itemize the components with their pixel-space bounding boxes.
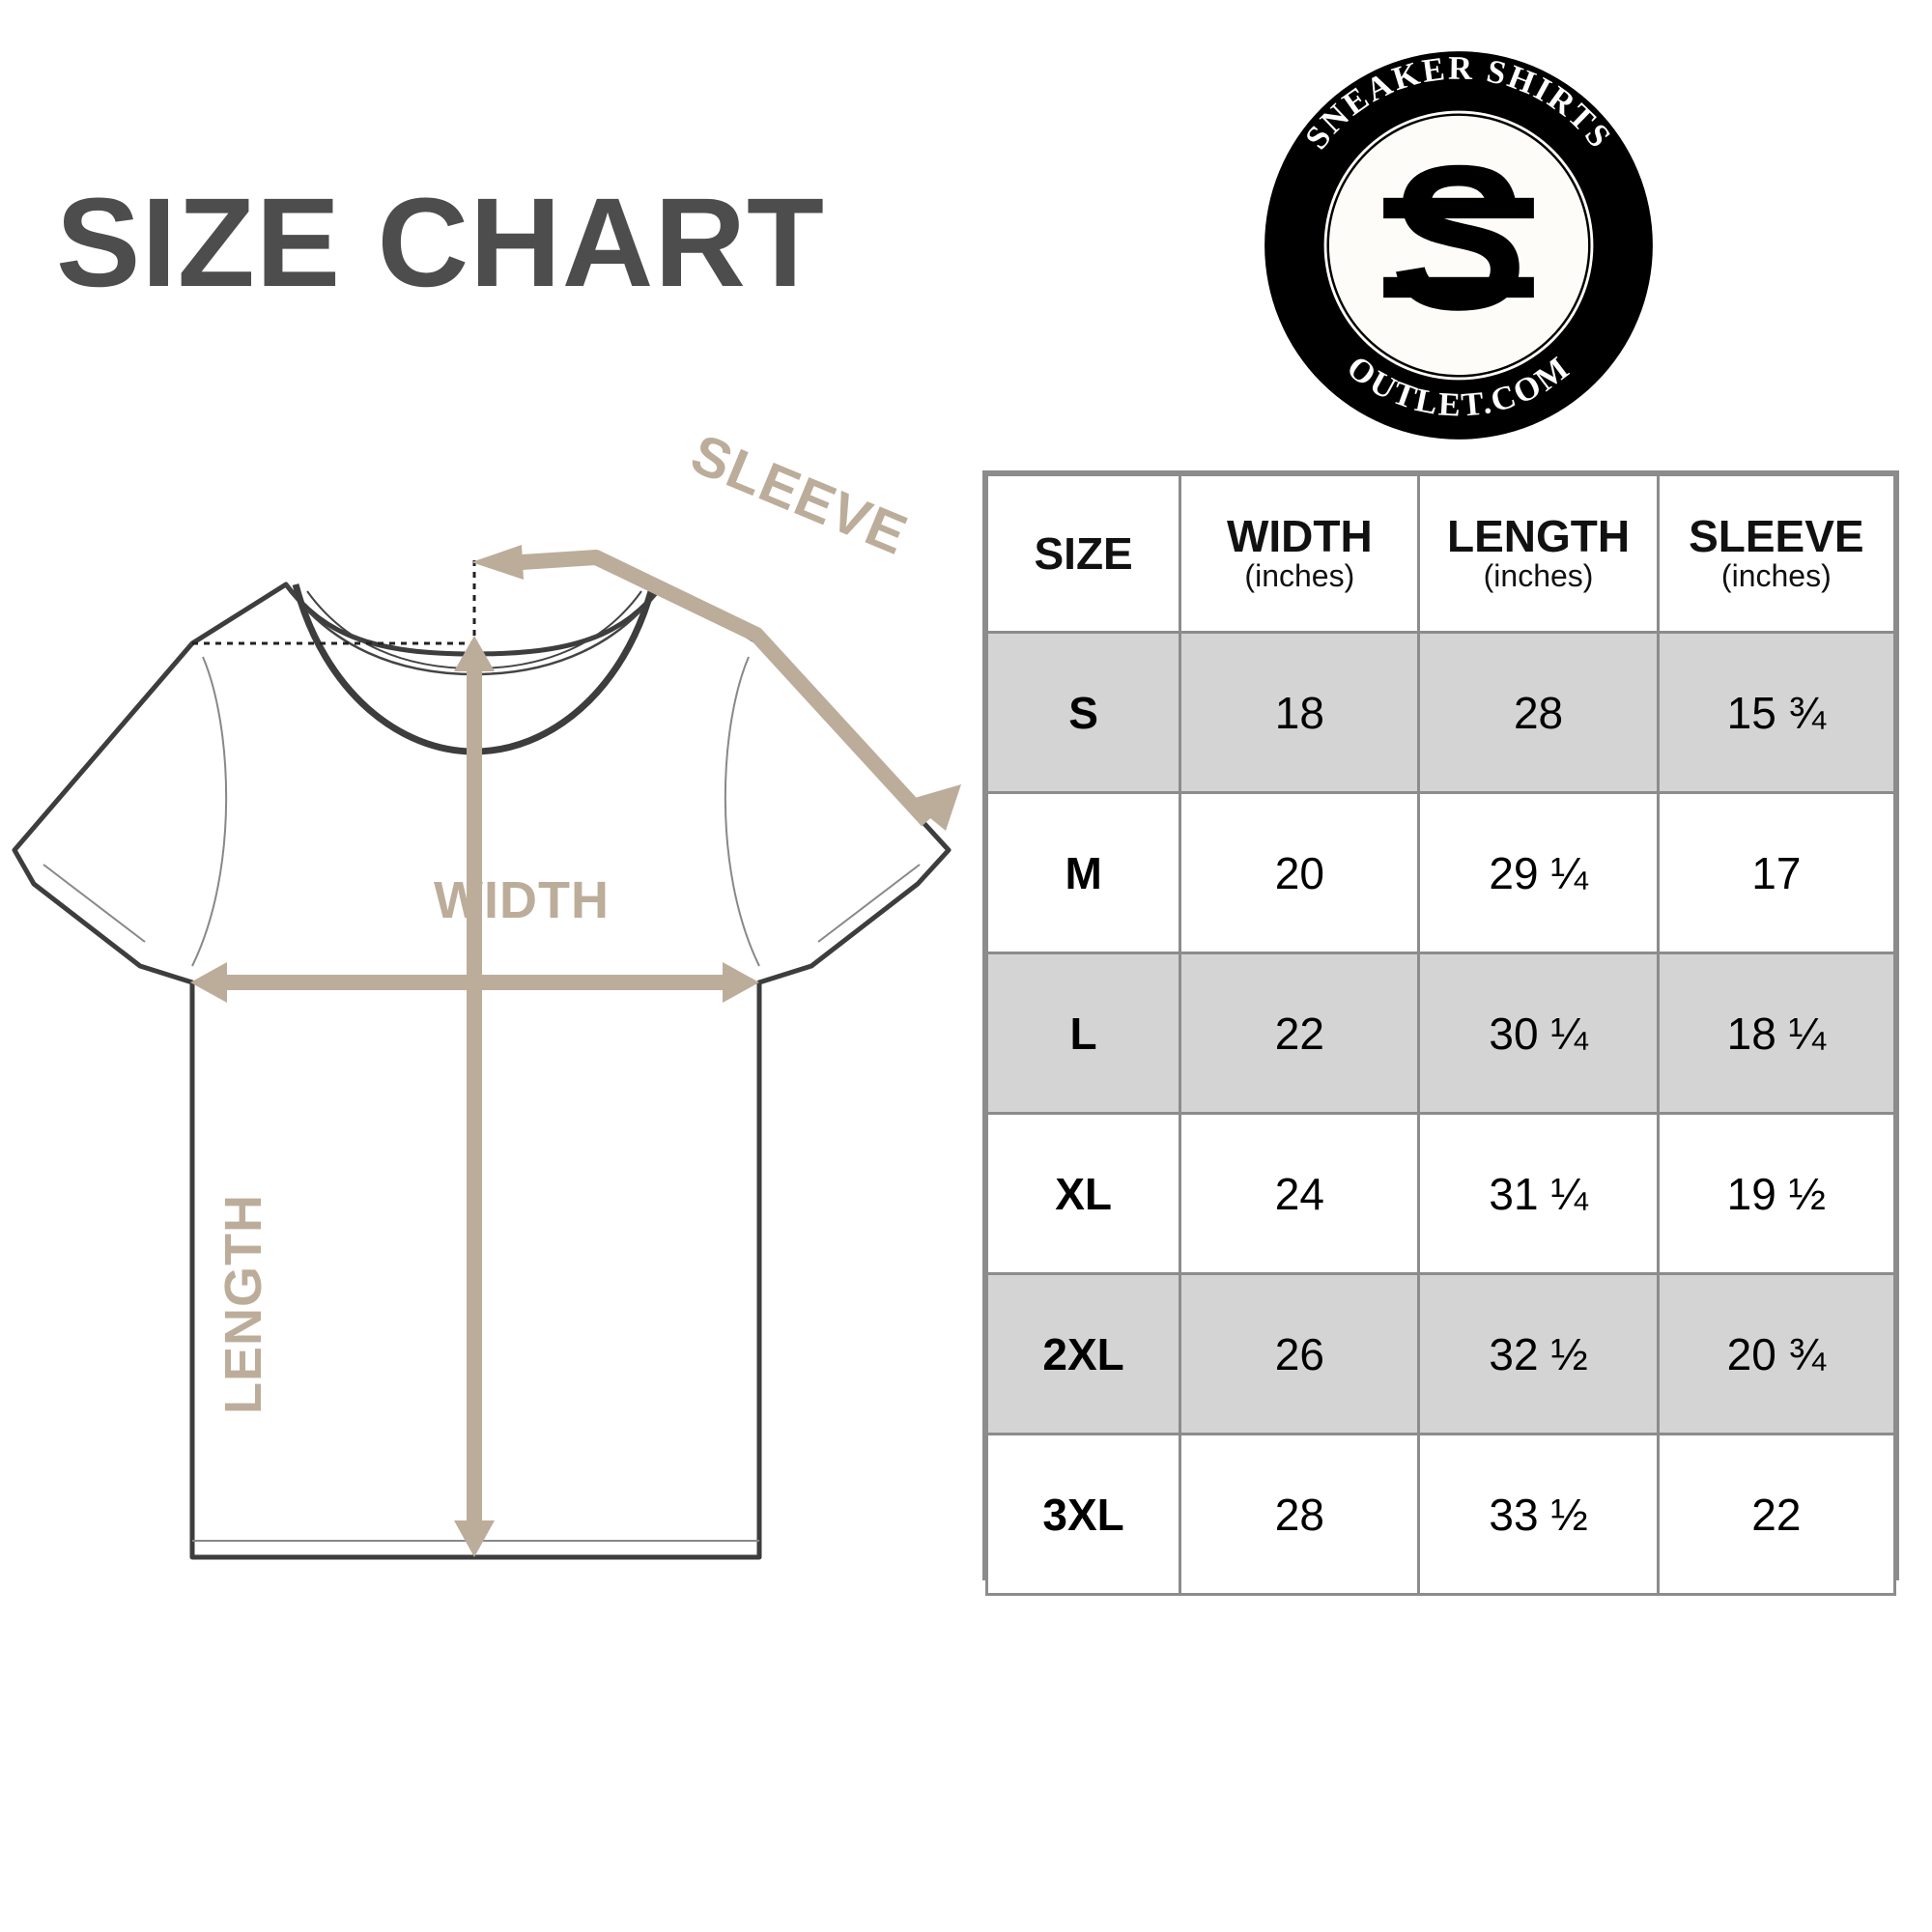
svg-text:WIDTH: WIDTH [434,871,610,929]
svg-text:LENGTH: LENGTH [214,1194,272,1414]
svg-text:S: S [1390,124,1527,354]
svg-text:SLEEVE: SLEEVE [683,422,917,567]
